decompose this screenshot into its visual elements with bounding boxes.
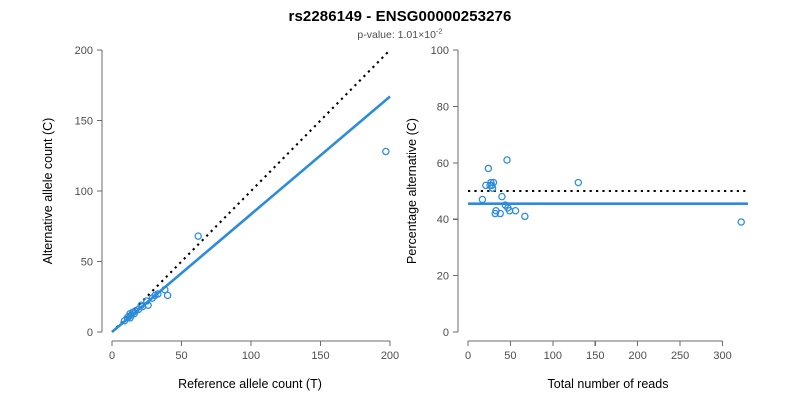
y-axis-tick-label: 80 <box>437 101 449 113</box>
y-axis-tick-label: 0 <box>443 327 449 339</box>
x-axis-tick-label: 50 <box>175 350 187 362</box>
x-axis-label: Reference allele count (T) <box>178 377 322 391</box>
left-data-points <box>120 147 390 325</box>
y-axis-tick-label: 100 <box>431 45 449 57</box>
data-point <box>496 209 504 218</box>
data-point <box>478 195 487 204</box>
data-point <box>737 218 745 226</box>
page-title: rs2286149 - ENSG00000253276 <box>288 8 512 25</box>
y-axis-tick-label: 20 <box>437 271 449 283</box>
y-axis-tick-label: 0 <box>87 327 93 339</box>
right-data-points <box>478 156 745 226</box>
left-reference-lines <box>111 49 391 333</box>
x-axis-tick-label: 300 <box>713 350 731 362</box>
data-point <box>498 192 506 201</box>
y-axis-label: Alternative allele count (C) <box>41 118 55 265</box>
p-value-subtitle: p-value: 1.01×10-2 <box>0 26 800 41</box>
panel-allele-counts: 0 50 100 150 200 0 50 100 150 200 Reference allel… <box>41 45 400 391</box>
right-axes: 0 50 100 150 200 250 300 0 20 40 60 80 100 <box>431 45 732 362</box>
y-axis-label: Percentage alternative (C) <box>405 118 419 264</box>
data-point <box>489 178 498 187</box>
x-axis-tick-label: 200 <box>629 350 647 362</box>
x-axis-tick-label: 100 <box>242 350 260 362</box>
p-value-exponent: -2 <box>435 26 443 36</box>
x-axis-tick-label: 250 <box>671 350 689 362</box>
y-axis-tick-label: 40 <box>437 214 449 226</box>
y-axis-tick-label: 150 <box>75 116 93 128</box>
x-axis-tick-label: 0 <box>109 350 115 362</box>
left-axes: 0 50 100 150 200 0 50 100 150 200 <box>75 45 400 362</box>
x-axis-tick-label: 150 <box>586 350 604 362</box>
data-point <box>194 232 202 240</box>
right-reference-lines <box>468 189 748 205</box>
data-point <box>574 178 583 187</box>
scatter-plot-allele-counts: 0 50 100 150 200 0 50 100 150 200 Reference allel… <box>41 45 400 391</box>
y-axis-tick-label: 50 <box>81 257 93 269</box>
p-value-text: p-value: 1.01×10 <box>357 29 436 41</box>
data-point <box>137 301 145 309</box>
panel-percentage-alternative: 0 50 100 150 200 250 300 0 20 40 60 80 100 Total num… <box>400 0 800 400</box>
data-point <box>143 297 151 305</box>
x-axis-tick-label: 100 <box>544 350 562 362</box>
y-axis-tick-label: 60 <box>437 158 449 170</box>
identity-line <box>111 49 391 333</box>
data-point <box>484 164 493 173</box>
data-point <box>511 207 520 215</box>
data-point <box>503 156 511 164</box>
data-point <box>163 291 172 300</box>
x-axis-tick-label: 150 <box>311 350 329 362</box>
x-axis-tick-label: 200 <box>381 350 399 362</box>
x-axis-tick-label: 0 <box>465 350 471 362</box>
data-point <box>382 147 390 156</box>
y-axis-tick-label: 200 <box>75 45 93 57</box>
scatter-plot-percentage-alternative: 0 50 100 150 200 250 300 0 20 40 60 80 100 Total num… <box>405 45 748 391</box>
data-point <box>144 301 152 309</box>
y-axis-tick-label: 100 <box>75 186 93 198</box>
data-point <box>521 212 529 221</box>
x-axis-tick-label: 50 <box>504 350 516 362</box>
fit-line <box>111 95 391 333</box>
data-point <box>154 290 162 298</box>
data-point <box>161 285 169 294</box>
x-axis-label: Total number of reads <box>548 377 669 391</box>
